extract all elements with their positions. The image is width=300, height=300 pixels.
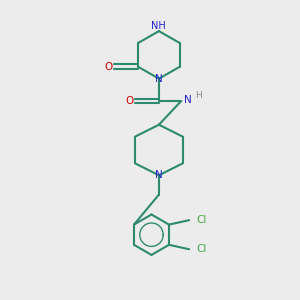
Text: N: N [155,170,163,180]
Text: Cl: Cl [196,215,207,225]
Text: NH: NH [151,21,166,31]
Text: N: N [155,74,163,84]
Text: H: H [195,91,202,100]
Text: N: N [184,95,192,105]
Text: O: O [125,96,133,106]
Text: O: O [104,62,112,72]
Text: Cl: Cl [196,244,207,254]
